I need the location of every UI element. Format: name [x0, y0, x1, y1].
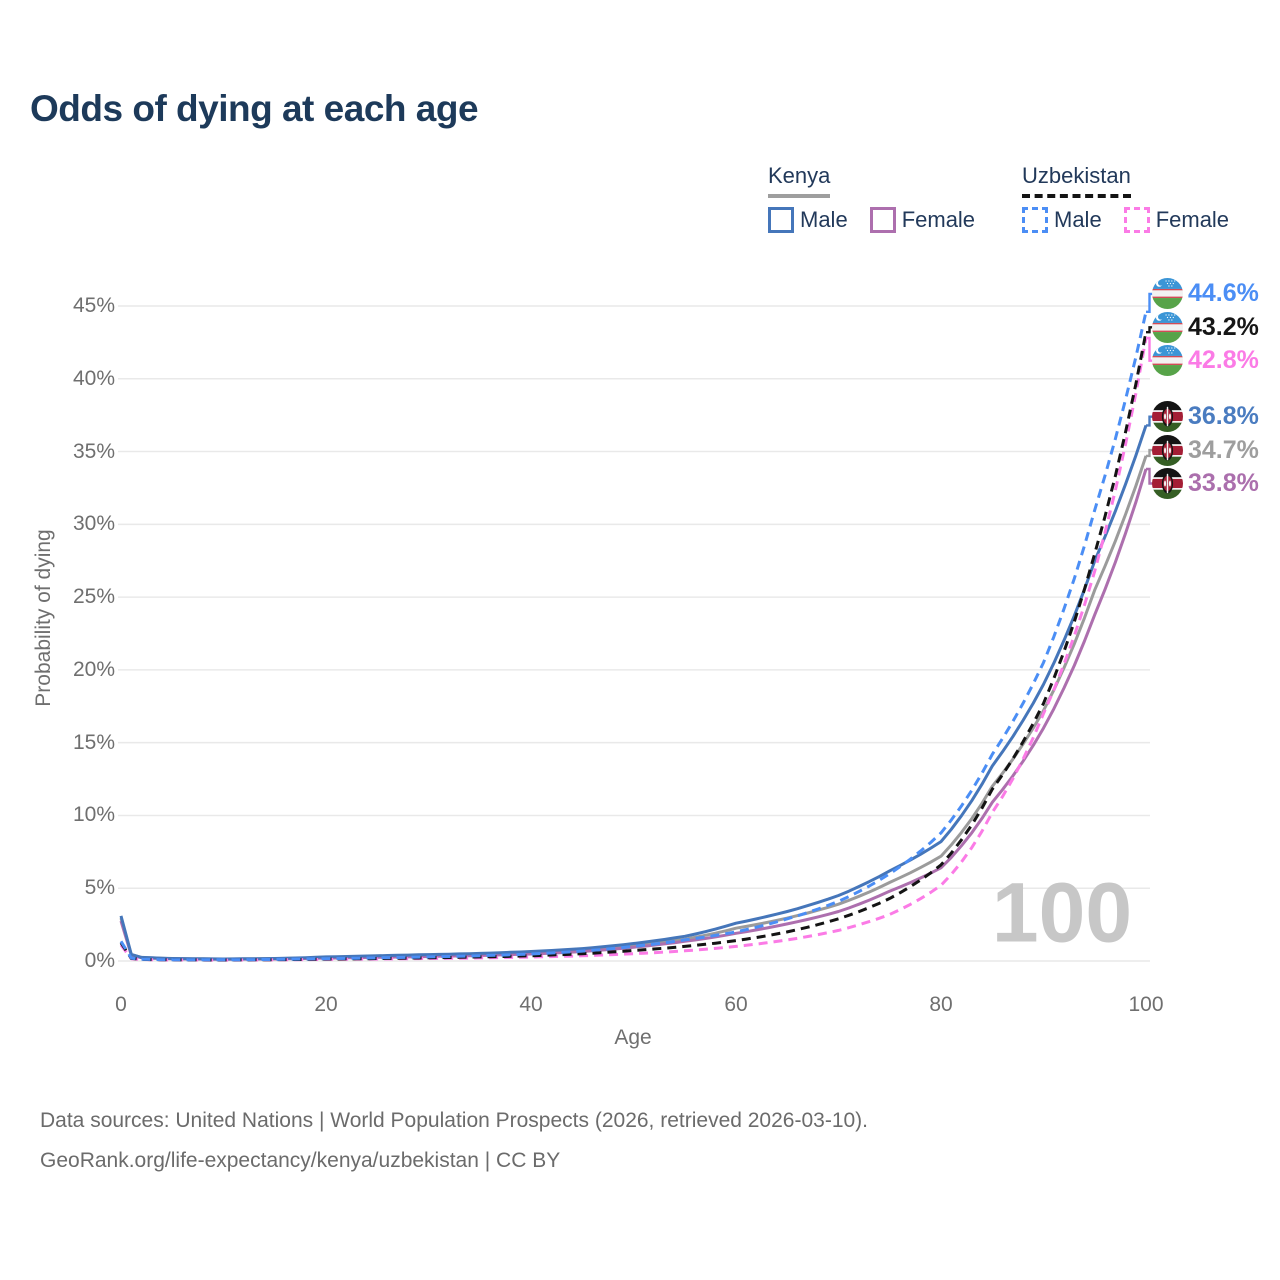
y-tick-label: 20% — [72, 657, 115, 681]
uzbekistan-flag-icon — [1152, 345, 1183, 376]
end-label-row-uzbekistan-male: 44.6% — [1152, 277, 1259, 310]
y-tick-label: 10% — [72, 803, 115, 827]
legend-uzbekistan-label: Uzbekistan — [1022, 163, 1131, 198]
series-line-uzbekistan-female — [119, 337, 1148, 962]
end-label-value: 33.8% — [1188, 468, 1259, 497]
page-title: Odds of dying at each age — [30, 88, 479, 129]
data-sources-note: Data sources: United Nations | World Pop… — [40, 1109, 869, 1132]
y-tick-label: 30% — [72, 512, 115, 536]
legend-uzbekistan-male-label: Male — [1054, 207, 1102, 232]
legend-kenya-male-label: Male — [800, 207, 848, 232]
end-label-row-uzbekistan-both-sexes: 43.2% — [1152, 311, 1259, 344]
x-tick-label: 100 — [1128, 993, 1164, 1016]
y-tick-label: 35% — [72, 439, 115, 463]
uzbekistan-flag-icon — [1152, 278, 1183, 309]
attribution-note: GeoRank.org/life-expectancy/kenya/uzbeki… — [40, 1149, 561, 1172]
uzbekistan-flag-icon — [1152, 312, 1183, 343]
end-label-value: 34.7% — [1188, 435, 1259, 464]
y-tick-label: 45% — [72, 293, 115, 317]
kenya-male-swatch-icon — [768, 207, 794, 233]
series-line-uzbekistan-both — [119, 331, 1148, 962]
x-tick-label: 0 — [115, 993, 127, 1016]
end-label-row-kenya-male: 36.8% — [1152, 400, 1259, 433]
end-label-value: 44.6% — [1188, 279, 1259, 308]
kenya-flag-icon — [1152, 435, 1183, 466]
hovered-age-watermark: 100 — [991, 865, 1133, 960]
legend-kenya-label: Kenya — [768, 163, 831, 198]
end-label-row-kenya-female: 33.8% — [1152, 467, 1259, 500]
x-axis-title: Age — [614, 1026, 652, 1049]
series-line-uzbekistan-male — [119, 311, 1148, 962]
end-label-row-kenya-both-sexes: 34.7% — [1152, 434, 1259, 467]
x-tick-label: 20 — [314, 993, 338, 1016]
legend-kenya-female-label: Female — [901, 207, 976, 232]
y-tick-label: 5% — [84, 876, 115, 900]
y-tick-label: 25% — [72, 585, 115, 609]
end-label-connectors — [1146, 292, 1153, 485]
legend-uzbekistan-female-label: Female — [1155, 207, 1230, 232]
end-label-value: 43.2% — [1188, 312, 1259, 341]
uzbekistan-male-swatch-icon — [1022, 207, 1048, 233]
end-label-value: 36.8% — [1188, 402, 1259, 431]
legend-group-kenya: Kenya Male Female — [768, 163, 975, 233]
x-tick-label: 40 — [519, 993, 543, 1016]
y-tick-label: 0% — [84, 949, 115, 972]
x-tick-label: 60 — [724, 993, 748, 1016]
uzbekistan-female-swatch-icon — [1123, 207, 1150, 233]
series-lines — [119, 311, 1148, 962]
kenya-flag-icon — [1152, 468, 1183, 499]
end-label-row-uzbekistan-female: 42.8% — [1152, 344, 1259, 377]
legend-group-uzbekistan: Uzbekistan Male Female — [1022, 163, 1229, 233]
kenya-female-swatch-icon — [869, 207, 896, 233]
gridlines — [118, 305, 1150, 962]
y-tick-label: 15% — [72, 730, 115, 754]
kenya-flag-icon — [1152, 401, 1183, 432]
end-label-value: 42.8% — [1188, 346, 1259, 375]
x-tick-label: 80 — [929, 993, 953, 1016]
y-tick-label: 40% — [72, 366, 115, 390]
